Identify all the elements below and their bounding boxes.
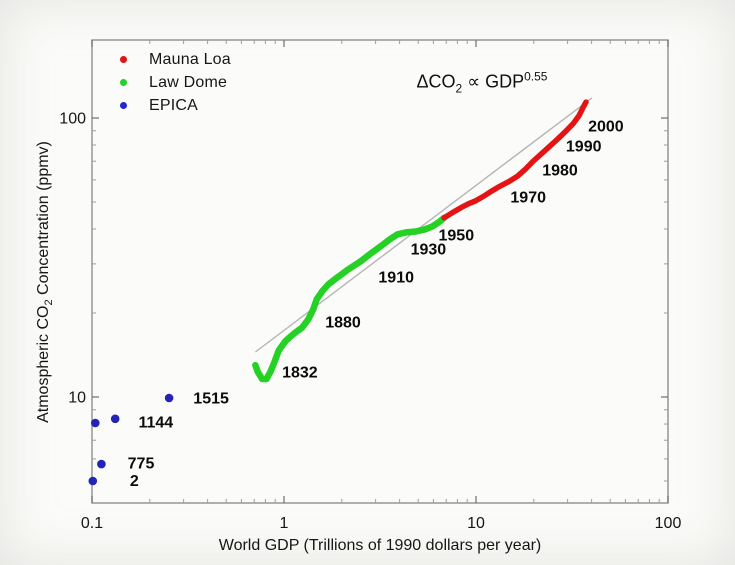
point-epica bbox=[110, 414, 120, 424]
point-epica bbox=[97, 459, 106, 469]
epica-marker-icon bbox=[120, 102, 127, 109]
year-label-1144: 1144 bbox=[138, 414, 173, 431]
legend: Mauna Loa Law Dome EPICA bbox=[120, 48, 231, 117]
annotation-subscript: 2 bbox=[455, 81, 463, 96]
annotation-exponent: 0.55 bbox=[524, 69, 548, 84]
law-dome-marker-icon bbox=[120, 79, 127, 86]
year-label-1950: 1950 bbox=[439, 227, 475, 244]
point-epica bbox=[91, 418, 100, 428]
x-axis-title: World GDP (Trillions of 1990 dollars per… bbox=[218, 537, 542, 554]
y-axis-title-suffix: Concentration (ppmv) bbox=[35, 141, 52, 300]
y-axis-title-prefix: Atmospheric CO bbox=[35, 305, 52, 423]
year-label-1832: 1832 bbox=[282, 364, 318, 381]
year-label-2: 2 bbox=[130, 473, 139, 490]
x-tick-label-100: 100 bbox=[655, 515, 682, 532]
year-label-1990: 1990 bbox=[566, 139, 602, 156]
series-mauna-loa bbox=[441, 99, 589, 221]
y-axis-title: Atmospheric CO2 Concentration (ppmv) bbox=[35, 141, 55, 423]
x-tick-label-1: 1 bbox=[280, 515, 289, 532]
year-label-1980: 1980 bbox=[542, 163, 578, 180]
power-law-annotation: ΔCO2 ∝ GDP0.55 bbox=[416, 69, 548, 96]
year-label-1910: 1910 bbox=[378, 270, 414, 287]
x-tick-label-0.1: 0.1 bbox=[81, 515, 103, 532]
year-label-1930: 1930 bbox=[411, 242, 447, 259]
annotation-prefix: ΔCO bbox=[416, 71, 456, 92]
year-label-1880: 1880 bbox=[325, 314, 361, 331]
point-epica bbox=[164, 393, 174, 403]
x-tick-label-10: 10 bbox=[467, 515, 485, 532]
year-label-775: 775 bbox=[128, 455, 155, 472]
annotation-mid: ∝ GDP bbox=[462, 71, 525, 92]
y-axis-title-subscript: 2 bbox=[43, 299, 55, 306]
point-epica bbox=[88, 476, 98, 486]
series-law-dome bbox=[252, 214, 448, 383]
legend-label-epica: EPICA bbox=[149, 96, 199, 114]
legend-item-epica: EPICA bbox=[120, 94, 231, 117]
legend-item-law-dome: Law Dome bbox=[120, 71, 231, 94]
legend-item-mauna-loa: Mauna Loa bbox=[120, 48, 231, 71]
legend-label-law-dome: Law Dome bbox=[149, 73, 228, 91]
year-label-1970: 1970 bbox=[510, 190, 546, 207]
plot-frame bbox=[91, 39, 669, 504]
year-label-1515: 1515 bbox=[193, 390, 229, 407]
year-label-2000: 2000 bbox=[588, 119, 624, 136]
y-tick-label-10: 10 bbox=[68, 390, 86, 407]
mauna-loa-marker-icon bbox=[120, 56, 127, 63]
legend-label-mauna-loa: Mauna Loa bbox=[149, 50, 231, 68]
y-tick-label-100: 100 bbox=[59, 111, 86, 128]
fit-line bbox=[254, 97, 593, 353]
